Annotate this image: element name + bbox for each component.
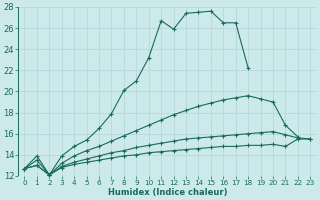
X-axis label: Humidex (Indice chaleur): Humidex (Indice chaleur) [108,188,227,197]
